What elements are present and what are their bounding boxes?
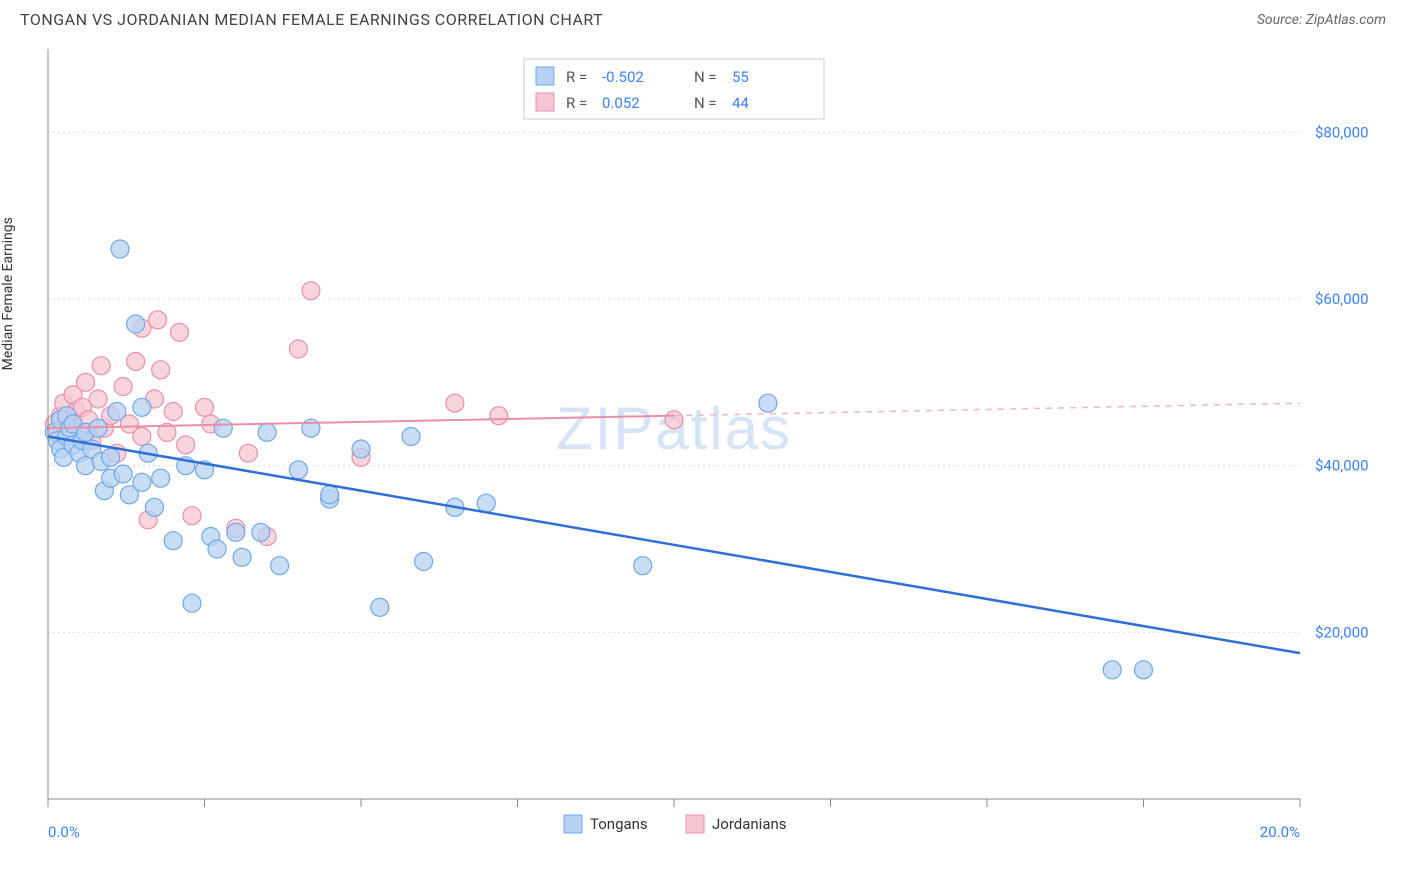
y-tick-label: $60,000 xyxy=(1315,290,1369,308)
data-point xyxy=(402,428,420,446)
data-point xyxy=(239,444,257,462)
data-point xyxy=(127,353,145,371)
data-point xyxy=(352,440,370,458)
data-point xyxy=(183,507,201,525)
data-point xyxy=(164,403,182,421)
data-point xyxy=(149,311,167,329)
data-point xyxy=(289,340,307,358)
stats-n-value: 44 xyxy=(732,94,749,112)
stats-n-label: N = xyxy=(694,94,717,112)
data-point xyxy=(321,486,339,504)
data-point xyxy=(152,469,170,487)
data-point xyxy=(145,498,163,516)
legend-label: Jordanians xyxy=(712,815,787,833)
data-point xyxy=(271,557,289,575)
y-tick-label: $80,000 xyxy=(1315,123,1369,141)
data-point xyxy=(92,357,110,375)
data-point xyxy=(152,361,170,379)
data-point xyxy=(634,557,652,575)
data-point xyxy=(665,411,683,429)
y-tick-label: $40,000 xyxy=(1315,457,1369,475)
data-point xyxy=(252,523,270,541)
data-point xyxy=(214,419,232,437)
data-point xyxy=(208,540,226,558)
stats-swatch xyxy=(536,93,554,111)
stats-r-value: -0.502 xyxy=(602,68,644,86)
data-point xyxy=(127,315,145,333)
data-point xyxy=(170,323,188,341)
data-point xyxy=(133,428,151,446)
legend-swatch xyxy=(686,815,704,833)
data-point xyxy=(227,523,245,541)
stats-r-label: R = xyxy=(566,68,587,86)
y-axis-label: Median Female Earnings xyxy=(0,217,16,370)
data-point xyxy=(114,378,132,396)
data-point xyxy=(183,594,201,612)
x-tick-label: 0.0% xyxy=(48,823,80,841)
trendline-tongans xyxy=(48,437,1300,654)
data-point xyxy=(1103,661,1121,679)
stats-r-label: R = xyxy=(566,94,587,112)
data-point xyxy=(477,494,495,512)
data-point xyxy=(133,398,151,416)
data-point xyxy=(177,436,195,454)
legend-label: Tongans xyxy=(590,815,648,833)
data-point xyxy=(490,407,508,425)
data-point xyxy=(1135,661,1153,679)
stats-n-label: N = xyxy=(694,68,717,86)
data-point xyxy=(446,394,464,412)
data-point xyxy=(89,390,107,408)
scatter-chart: $20,000$40,000$60,000$80,000ZIPatlas0.0%… xyxy=(0,39,1406,879)
data-point xyxy=(302,282,320,300)
data-point xyxy=(111,240,129,258)
x-tick-label: 20.0% xyxy=(1260,823,1300,841)
data-point xyxy=(102,448,120,466)
stats-swatch xyxy=(536,67,554,85)
data-point xyxy=(196,398,214,416)
source-attribution: Source: ZipAtlas.com xyxy=(1257,12,1386,28)
data-point xyxy=(415,553,433,571)
stats-n-value: 55 xyxy=(732,68,749,86)
data-point xyxy=(258,423,276,441)
data-point xyxy=(289,461,307,479)
legend-swatch xyxy=(564,815,582,833)
data-point xyxy=(114,465,132,483)
data-point xyxy=(164,532,182,550)
stats-r-value: 0.052 xyxy=(602,94,640,112)
data-point xyxy=(371,598,389,616)
data-point xyxy=(759,394,777,412)
y-tick-label: $20,000 xyxy=(1315,623,1369,641)
data-point xyxy=(77,373,95,391)
data-point xyxy=(233,548,251,566)
data-point xyxy=(133,473,151,491)
chart-title: TONGAN VS JORDANIAN MEDIAN FEMALE EARNIN… xyxy=(20,10,603,29)
data-point xyxy=(108,403,126,421)
